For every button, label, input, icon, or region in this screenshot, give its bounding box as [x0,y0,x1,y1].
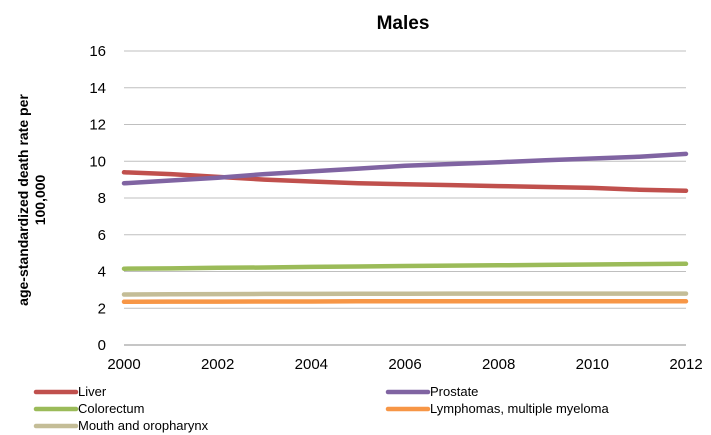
x-tick-2002: 2002 [201,356,234,373]
x-tick-2010: 2010 [576,356,609,373]
legend-label-liver: Liver [78,384,107,399]
y-tick-10: 10 [89,153,106,170]
y-tick-16: 16 [89,43,106,60]
series-line-colorectum [121,261,689,271]
legend: Liver Prostate Colorectum Lymphomas, multip… [33,384,609,433]
legend-item-mouth-and-oropharynx: Mouth and oropharynx [33,418,209,433]
legend-item-lymphomas-multiple-myeloma: Lymphomas, multiple myeloma [385,401,609,416]
y-tick-4: 4 [98,264,106,281]
y-tick-8: 8 [98,190,106,207]
y-tick-0: 0 [98,337,106,354]
legend-label-lymphomas-multiple-myeloma: Lymphomas, multiple myeloma [430,401,609,416]
x-tick-2006: 2006 [388,356,421,373]
x-tick-2008: 2008 [482,356,515,373]
x-tick-2004: 2004 [295,356,328,373]
y-tick-6: 6 [98,227,106,244]
series-line-mouth-and-oropharynx [121,291,689,297]
x-axis-ticks: 2000 2002 2004 2006 2008 2010 2012 [107,356,702,373]
y-axis-label-line-1: age-standardized death rate per [15,94,31,306]
y-tick-14: 14 [89,80,106,97]
series-line-lymphomas-multiple-myeloma [121,299,689,305]
grid [124,50,686,346]
legend-label-colorectum: Colorectum [78,401,144,416]
series-line-prostate [121,151,689,186]
y-axis-label: age-standardized death rate per 100,000 [15,94,48,306]
series-lines [121,151,689,305]
x-tick-2012: 2012 [669,356,702,373]
series-line-liver [121,170,689,193]
legend-item-prostate: Prostate [385,384,478,399]
legend-item-liver: Liver [33,384,107,399]
x-tick-2000: 2000 [107,356,140,373]
y-tick-12: 12 [89,117,106,134]
chart-title: Males [377,13,430,34]
y-tick-2: 2 [98,300,106,317]
y-axis-ticks: 0 2 4 6 8 10 12 14 16 [89,43,106,354]
legend-label-prostate: Prostate [430,384,478,399]
legend-label-mouth-and-oropharynx: Mouth and oropharynx [78,418,209,433]
legend-item-colorectum: Colorectum [33,401,144,416]
y-axis-label-line-2: 100,000 [32,174,48,225]
